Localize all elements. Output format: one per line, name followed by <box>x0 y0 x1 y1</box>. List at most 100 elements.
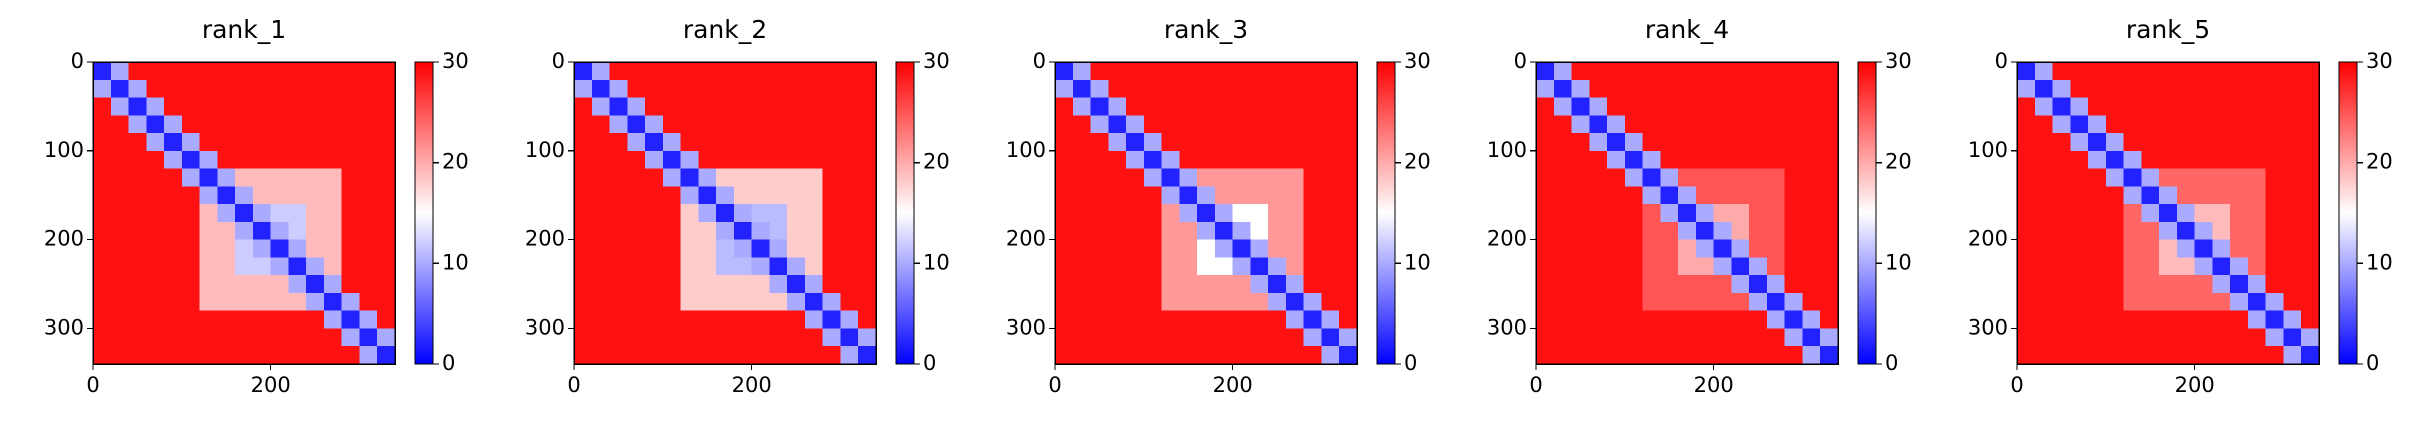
heatmap-cell <box>1607 257 1626 276</box>
heatmap-cell <box>645 168 664 187</box>
heatmap-cell <box>128 150 147 170</box>
heatmap-cell <box>1339 221 1358 241</box>
heatmap-cell <box>1055 79 1074 99</box>
heatmap-cell <box>2159 204 2178 223</box>
heatmap-cell <box>822 310 841 329</box>
heatmap-cell <box>2105 150 2125 170</box>
heatmap-cell <box>1321 186 1340 205</box>
heatmap-cell <box>1055 346 1074 365</box>
heatmap-cell <box>662 97 682 116</box>
heatmap-cell <box>840 275 859 294</box>
heatmap-cell <box>2301 328 2320 347</box>
heatmap-cell <box>1713 292 1732 312</box>
heatmap-cell <box>1589 150 1608 170</box>
heatmap-cell <box>2283 97 2302 116</box>
heatmap-cell <box>1090 133 1109 152</box>
heatmap-cell <box>181 97 201 116</box>
colorbar-tick-label: 20 <box>1885 150 1912 174</box>
heatmap-cell <box>359 97 378 116</box>
heatmap-cell <box>164 275 183 294</box>
heatmap-cell <box>1232 346 1251 365</box>
heatmap-cell <box>1571 257 1590 276</box>
heatmap-cell <box>1161 275 1180 294</box>
heatmap-cell <box>1250 275 1269 294</box>
heatmap-cell <box>1624 310 1644 329</box>
heatmap-cell <box>751 62 770 81</box>
heatmap-cell <box>1268 62 1287 81</box>
heatmap-cell <box>2301 79 2320 99</box>
heatmap-cell <box>2212 97 2231 116</box>
heatmap-cell <box>306 168 325 187</box>
y-tick-label: 200 <box>1006 227 1046 251</box>
heatmap-cell <box>2159 62 2178 81</box>
heatmap-cell <box>787 257 806 276</box>
heatmap-cell <box>199 97 218 116</box>
heatmap-cell <box>1303 62 1322 81</box>
heatmap-cell <box>2105 257 2125 276</box>
heatmap-cell <box>1161 292 1180 312</box>
heatmap-cell <box>288 133 307 152</box>
heatmap-cell <box>2123 62 2142 81</box>
heatmap-cell <box>627 292 646 312</box>
heatmap-cell <box>2123 115 2142 134</box>
heatmap-cell <box>822 186 841 205</box>
heatmap-cell <box>377 292 396 312</box>
heatmap-cell <box>822 221 841 241</box>
heatmap-cell <box>359 115 378 134</box>
heatmap-cell <box>787 239 806 258</box>
heatmap-cell <box>1536 133 1555 152</box>
heatmap-cell <box>2247 292 2267 312</box>
heatmap-cell <box>591 150 611 170</box>
heatmap-cell <box>1553 292 1573 312</box>
heatmap-cell <box>1161 97 1180 116</box>
heatmap-cell <box>2017 310 2036 329</box>
heatmap-cell <box>769 133 788 152</box>
heatmap-cell <box>1731 168 1750 187</box>
heatmap-cell <box>1766 79 1786 99</box>
heatmap-cell <box>804 292 824 312</box>
heatmap-cell <box>1268 150 1287 170</box>
heatmap-cell <box>1055 186 1074 205</box>
heatmap-cell <box>2283 292 2302 312</box>
heatmap-cell <box>1250 97 1269 116</box>
heatmap-cell <box>2212 239 2231 258</box>
heatmap-cell <box>1339 115 1358 134</box>
heatmap-cell <box>591 62 611 81</box>
y-tick-label: 300 <box>525 315 565 339</box>
heatmap-cell <box>733 310 753 329</box>
heatmap-cell <box>128 328 147 347</box>
heatmap-cell <box>252 97 272 116</box>
heatmap-cell <box>591 239 611 258</box>
heatmap-cell <box>1553 257 1573 276</box>
heatmap-cell <box>1268 221 1287 241</box>
heatmap-cell <box>2123 275 2142 294</box>
heatmap-cell <box>2159 310 2178 329</box>
heatmap-cell <box>235 133 254 152</box>
heatmap-cell <box>306 257 325 276</box>
heatmap-cell <box>2283 275 2302 294</box>
heatmap-cell <box>377 257 396 276</box>
heatmap-cell <box>2247 79 2267 99</box>
heatmap-cell <box>2247 239 2267 258</box>
heatmap-cell <box>1749 275 1768 294</box>
heatmap-cell <box>2212 168 2231 187</box>
heatmap-cell <box>252 310 272 329</box>
heatmap-cell <box>1214 257 1234 276</box>
heatmap-cell <box>199 310 218 329</box>
heatmap-cell <box>217 168 236 187</box>
heatmap-cell <box>1090 310 1109 329</box>
heatmap-cell <box>858 133 877 152</box>
heatmap-cell <box>840 310 859 329</box>
heatmap-cell <box>217 275 236 294</box>
heatmap-cell <box>1678 239 1697 258</box>
heatmap-cell <box>199 204 218 223</box>
heatmap-cell <box>2034 310 2054 329</box>
heatmap-cell <box>217 257 236 276</box>
heatmap-cell <box>323 168 343 187</box>
heatmap-cell <box>252 204 272 223</box>
heatmap-cell <box>2159 186 2178 205</box>
heatmap-cell <box>804 115 824 134</box>
heatmap-cell <box>1713 221 1732 241</box>
heatmap-cell <box>341 275 360 294</box>
heatmap-cell <box>359 310 378 329</box>
